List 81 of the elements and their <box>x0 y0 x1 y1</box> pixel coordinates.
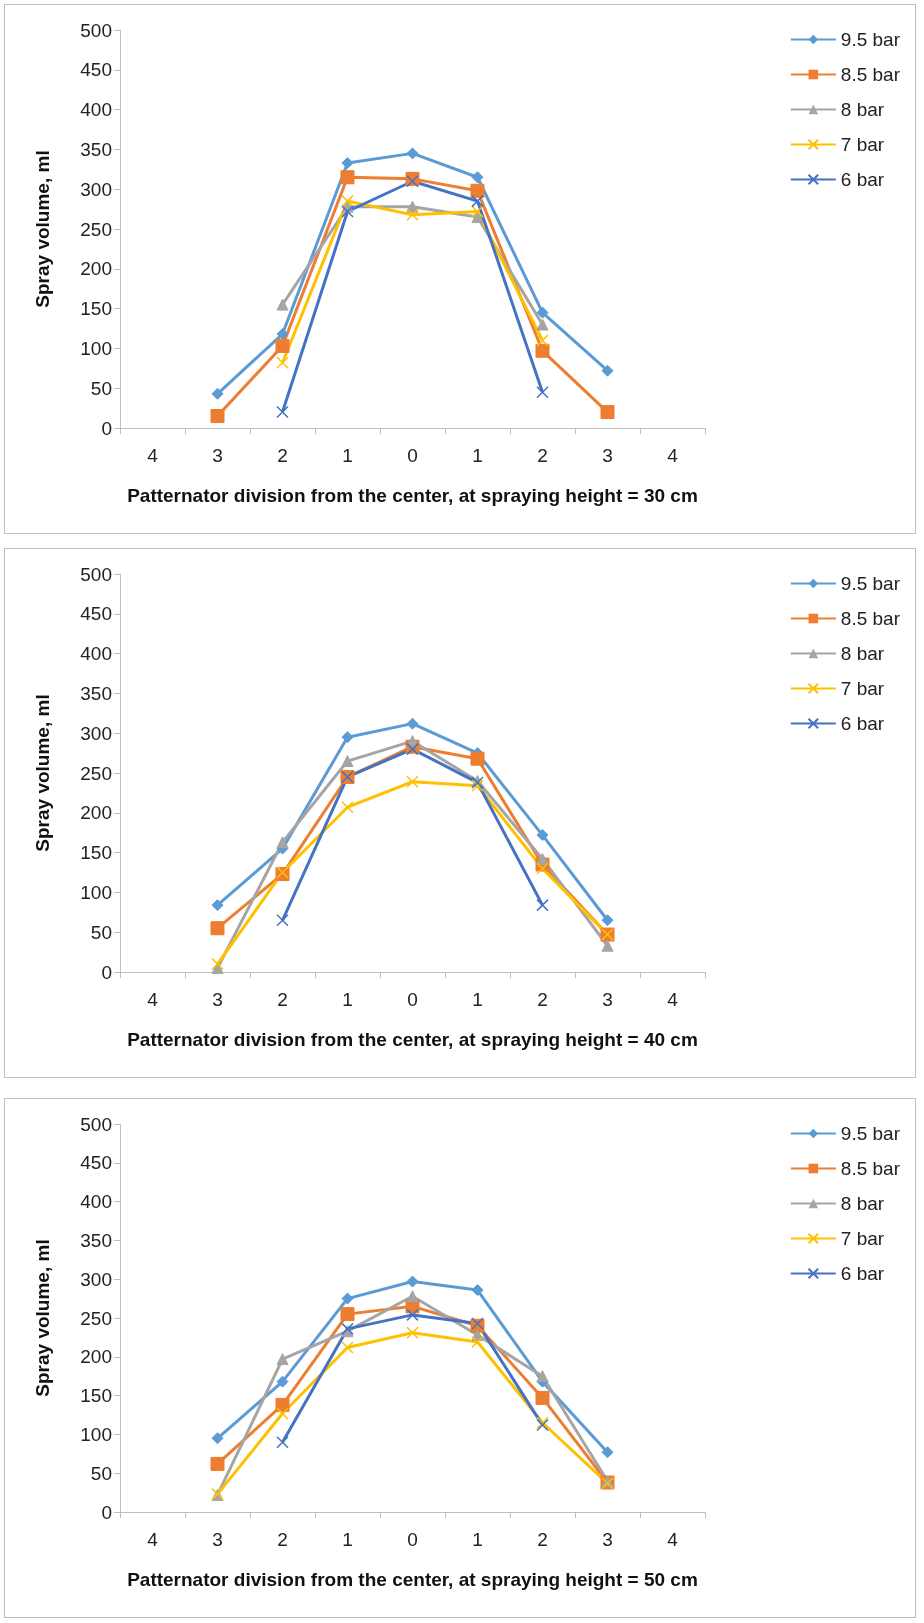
y-tick-label: 500 <box>80 19 112 41</box>
x-tick-label: 2 <box>537 445 548 466</box>
x-tick-label: 2 <box>537 989 548 1010</box>
x-tick-label: 3 <box>602 445 613 466</box>
y-axis-title: Spray volume, ml <box>32 150 53 308</box>
legend-label: 7 bar <box>840 1228 885 1249</box>
y-tick-label: 150 <box>80 298 112 320</box>
y-axis-title: Spray volume, ml <box>32 1239 53 1397</box>
legend-label: 9.5 bar <box>840 573 901 594</box>
x-tick-label: 2 <box>537 1529 548 1550</box>
y-tick-label: 150 <box>80 842 112 864</box>
y-tick-label: 300 <box>80 178 112 200</box>
y-tick-label: 200 <box>80 1346 112 1368</box>
y-tick-label: 100 <box>80 881 112 903</box>
x-tick-label: 2 <box>277 989 288 1010</box>
y-tick-label: 350 <box>80 138 112 160</box>
x-tick-label: 4 <box>667 989 679 1010</box>
x-tick-label: 1 <box>472 445 483 466</box>
legend-label: 7 bar <box>840 678 885 699</box>
y-tick-label: 400 <box>80 99 112 121</box>
x-tick-label: 1 <box>342 989 353 1010</box>
y-tick-label: 200 <box>80 802 112 824</box>
y-tick-label: 250 <box>80 762 112 784</box>
y-tick-label: 250 <box>80 1307 112 1329</box>
y-tick-label: 100 <box>80 337 112 359</box>
y-tick-label: 300 <box>80 1268 112 1290</box>
legend-label: 6 bar <box>840 1263 885 1284</box>
y-tick-label: 50 <box>90 921 112 943</box>
y-tick-label: 300 <box>80 722 112 744</box>
x-tick-label: 1 <box>472 1529 483 1550</box>
legend-label: 9.5 bar <box>840 29 901 50</box>
x-tick-label: 2 <box>277 445 288 466</box>
y-tick-label: 250 <box>80 218 112 240</box>
y-tick-label: 150 <box>80 1385 112 1407</box>
y-tick-label: 500 <box>80 563 112 585</box>
y-tick-label: 50 <box>90 1462 112 1484</box>
x-axis-title: Patternator division from the center, at spraying height = 30 cm <box>127 485 698 506</box>
x-tick-label: 4 <box>667 445 679 466</box>
x-tick-label: 4 <box>667 1529 679 1550</box>
legend-label: 8 bar <box>840 643 885 664</box>
legend-label: 9.5 bar <box>840 1123 901 1144</box>
y-tick-label: 0 <box>101 961 112 983</box>
y-tick-label: 100 <box>80 1423 112 1445</box>
x-axis-title: Patternator division from the center, at spraying height = 40 cm <box>127 1029 698 1050</box>
y-axis-title: Spray volume, ml <box>32 694 53 852</box>
legend-label: 6 bar <box>840 713 885 734</box>
x-tick-label: 3 <box>212 445 223 466</box>
y-tick-label: 400 <box>80 1191 112 1213</box>
y-tick-label: 200 <box>80 258 112 280</box>
y-tick-label: 450 <box>80 603 112 625</box>
y-tick-label: 350 <box>80 1229 112 1251</box>
x-tick-label: 0 <box>407 989 418 1010</box>
x-tick-label: 3 <box>602 989 613 1010</box>
x-tick-label: 1 <box>342 1529 353 1550</box>
x-tick-label: 4 <box>147 445 159 466</box>
x-tick-label: 2 <box>277 1529 288 1550</box>
x-tick-label: 3 <box>212 989 223 1010</box>
legend-label: 8 bar <box>840 99 885 120</box>
x-tick-label: 1 <box>472 989 483 1010</box>
x-tick-label: 4 <box>147 1529 159 1550</box>
y-tick-label: 450 <box>80 1152 112 1174</box>
y-tick-label: 350 <box>80 682 112 704</box>
x-tick-label: 4 <box>147 989 159 1010</box>
x-tick-label: 0 <box>407 445 418 466</box>
legend-label: 8 bar <box>840 1193 885 1214</box>
legend-label: 8.5 bar <box>840 64 901 85</box>
x-tick-label: 1 <box>342 445 353 466</box>
x-axis-title: Patternator division from the center, at spraying height = 50 cm <box>127 1569 698 1590</box>
legend-label: 7 bar <box>840 134 885 155</box>
y-tick-label: 400 <box>80 643 112 665</box>
y-tick-label: 450 <box>80 59 112 81</box>
y-tick-label: 0 <box>101 417 112 439</box>
x-tick-label: 3 <box>602 1529 613 1550</box>
y-tick-label: 0 <box>101 1501 112 1523</box>
y-tick-label: 500 <box>80 1113 112 1135</box>
legend-label: 8.5 bar <box>840 608 901 629</box>
legend-label: 8.5 bar <box>840 1158 901 1179</box>
y-tick-label: 50 <box>90 377 112 399</box>
x-tick-label: 3 <box>212 1529 223 1550</box>
x-tick-label: 0 <box>407 1529 418 1550</box>
legend-label: 6 bar <box>840 169 885 190</box>
